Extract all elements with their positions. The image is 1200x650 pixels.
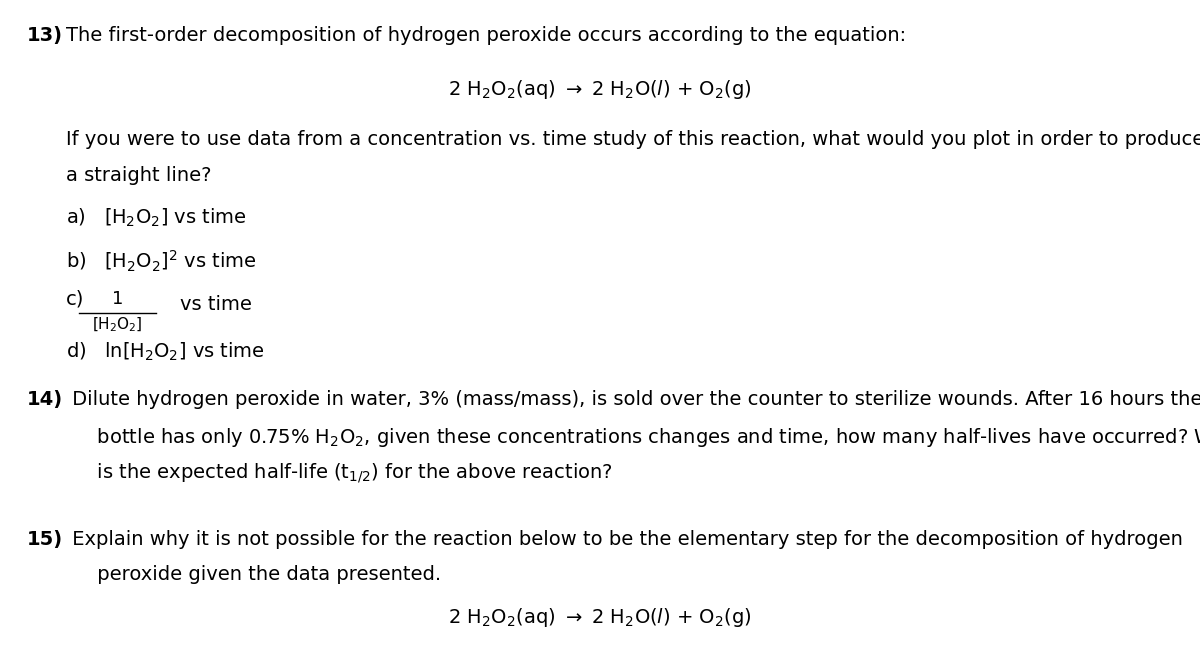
Text: bottle has only 0.75% H$_2$O$_2$, given these concentrations changes and time, h: bottle has only 0.75% H$_2$O$_2$, given … xyxy=(66,426,1200,448)
Text: a)   [H$_2$O$_2$] vs time: a) [H$_2$O$_2$] vs time xyxy=(66,207,247,229)
Text: d)   ln[H$_2$O$_2$] vs time: d) ln[H$_2$O$_2$] vs time xyxy=(66,341,265,363)
Text: vs time: vs time xyxy=(180,294,252,314)
Text: 13): 13) xyxy=(26,26,62,45)
Text: 2 H$_2$O$_2$(aq) $\rightarrow$ 2 H$_2$O($\it{l}$) + O$_2$(g): 2 H$_2$O$_2$(aq) $\rightarrow$ 2 H$_2$O(… xyxy=(449,606,751,629)
Text: peroxide given the data presented.: peroxide given the data presented. xyxy=(66,566,442,584)
Text: [H$_2$O$_2$]: [H$_2$O$_2$] xyxy=(92,316,143,334)
Text: The first-order decomposition of hydrogen peroxide occurs according to the equat: The first-order decomposition of hydroge… xyxy=(66,26,906,45)
Text: Explain why it is not possible for the reaction below to be the elementary step : Explain why it is not possible for the r… xyxy=(66,530,1183,549)
Text: 14): 14) xyxy=(26,390,62,409)
Text: 1: 1 xyxy=(112,290,124,308)
Text: a straight line?: a straight line? xyxy=(66,166,211,185)
Text: c): c) xyxy=(66,290,84,309)
Text: b)   [H$_2$O$_2$]$^2$ vs time: b) [H$_2$O$_2$]$^2$ vs time xyxy=(66,248,257,274)
Text: If you were to use data from a concentration vs. time study of this reaction, wh: If you were to use data from a concentra… xyxy=(66,130,1200,149)
Text: 15): 15) xyxy=(26,530,62,549)
Text: 2 H$_2$O$_2$(aq) $\rightarrow$ 2 H$_2$O($\it{l}$) + O$_2$(g): 2 H$_2$O$_2$(aq) $\rightarrow$ 2 H$_2$O(… xyxy=(449,78,751,101)
Text: is the expected half-life (t$_{1/2}$) for the above reaction?: is the expected half-life (t$_{1/2}$) fo… xyxy=(66,462,613,486)
Text: Dilute hydrogen peroxide in water, 3% (mass/mass), is sold over the counter to s: Dilute hydrogen peroxide in water, 3% (m… xyxy=(66,390,1200,409)
